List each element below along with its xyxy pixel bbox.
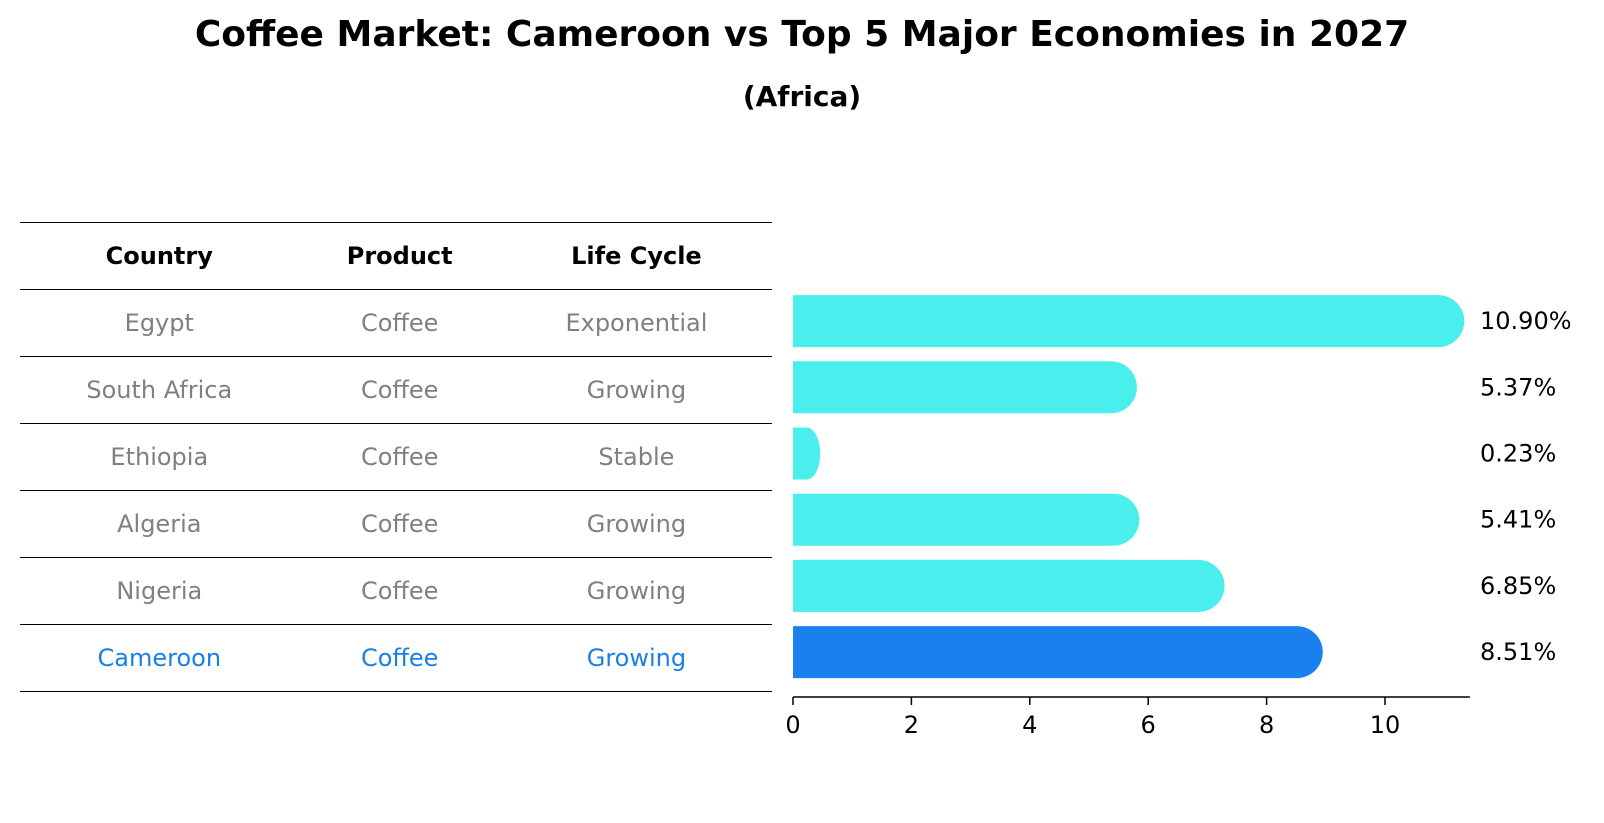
x-tick-label: 4	[1022, 711, 1037, 739]
cell-product: Coffee	[298, 356, 501, 424]
cell-country: Cameroon	[20, 624, 299, 692]
value-label: 6.85%	[1480, 572, 1556, 600]
cell-country: Algeria	[20, 490, 299, 558]
cell-country: Ethiopia	[20, 423, 299, 491]
chart-title: Coffee Market: Cameroon vs Top 5 Major E…	[194, 14, 1410, 55]
bar-south-africa	[793, 361, 1137, 414]
cell-product: Coffee	[298, 289, 501, 357]
cell-life-cycle: Exponential	[500, 289, 772, 357]
cell-product: Coffee	[298, 490, 501, 558]
table-row-highlight: Cameroon Coffee Growing	[20, 624, 772, 692]
bar-algeria	[793, 493, 1140, 546]
x-tick-label: 2	[904, 711, 919, 739]
header-country: Country	[20, 222, 299, 290]
table-header-row: Country Product Life Cycle	[20, 222, 772, 290]
cell-country: South Africa	[20, 356, 299, 424]
value-label: 5.37%	[1480, 373, 1556, 401]
cell-product: Coffee	[298, 557, 501, 625]
value-label: 5.41%	[1480, 506, 1556, 534]
table-row: Ethiopia Coffee Stable	[20, 423, 772, 491]
table-row: Algeria Coffee Growing	[20, 490, 772, 558]
cell-product: Coffee	[298, 423, 501, 491]
cell-country: Egypt	[20, 289, 299, 357]
bar-cameroon	[793, 626, 1323, 679]
value-label: 0.23%	[1480, 440, 1556, 468]
bar-nigeria	[793, 559, 1225, 612]
x-tick-label: 6	[1141, 711, 1156, 739]
cell-life-cycle: Growing	[500, 490, 772, 558]
cell-life-cycle: Growing	[500, 557, 772, 625]
value-label: 8.51%	[1480, 638, 1556, 666]
value-label: 10.90%	[1480, 307, 1572, 335]
x-tick-label: 8	[1259, 711, 1274, 739]
cell-life-cycle: Growing	[500, 356, 772, 424]
cell-product: Coffee	[298, 624, 501, 692]
x-tick-label: 10	[1370, 711, 1401, 739]
data-table: Country Product Life Cycle Egypt Coffee …	[20, 222, 772, 692]
table-row: Nigeria Coffee Growing	[20, 557, 772, 625]
chart-subtitle: (Africa)	[742, 80, 862, 113]
table-row: South Africa Coffee Growing	[20, 356, 772, 424]
header-life-cycle: Life Cycle	[500, 222, 772, 290]
bar-ethiopia	[793, 427, 821, 480]
bar-egypt	[793, 295, 1465, 348]
x-tick-label: 0	[785, 711, 800, 739]
cell-life-cycle: Growing	[500, 624, 772, 692]
cell-life-cycle: Stable	[500, 423, 772, 491]
cell-country: Nigeria	[20, 557, 299, 625]
table-row: Egypt Coffee Exponential	[20, 289, 772, 357]
header-product: Product	[298, 222, 501, 290]
